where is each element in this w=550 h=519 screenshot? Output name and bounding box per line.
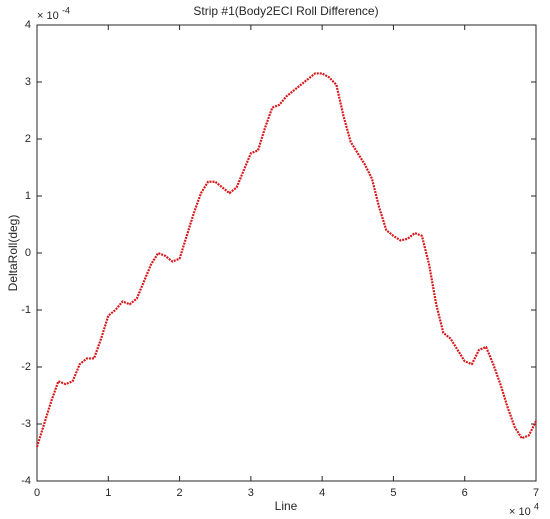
y-tick-label: 3: [25, 76, 31, 88]
x-tick-label: 6: [462, 487, 468, 499]
x-scale-exponent: 4: [534, 501, 539, 511]
chart-title: Strip #1(Body2ECI Roll Difference): [193, 4, 378, 18]
x-axis-label: Line: [275, 499, 298, 513]
x-tick-label: 7: [533, 487, 539, 499]
y-tick-label: 0: [25, 247, 31, 259]
x-tick-label: 1: [105, 487, 111, 499]
y-tick-label: -4: [21, 475, 31, 487]
data-line: [35, 72, 537, 448]
y-axis-label: DeltaRoll(deg): [6, 215, 20, 292]
y-tick-label: -1: [21, 304, 31, 316]
y-scale-base: × 10: [37, 10, 59, 22]
y-tick-label: 2: [25, 133, 31, 145]
y-tick-label: -2: [21, 361, 31, 373]
y-tick-label: 1: [25, 190, 31, 202]
y-scale-exponent: -4: [62, 5, 70, 15]
x-tick-label: 3: [248, 487, 254, 499]
x-tick-label: 4: [319, 487, 325, 499]
x-tick-label: 0: [34, 487, 40, 499]
x-tick-label: 5: [390, 487, 396, 499]
x-tick-label: 2: [177, 487, 183, 499]
axes-box: [36, 24, 537, 482]
y-tick-label: 4: [25, 19, 31, 31]
x-scale-base: × 10: [509, 506, 531, 518]
y-tick-label: -3: [21, 418, 31, 430]
